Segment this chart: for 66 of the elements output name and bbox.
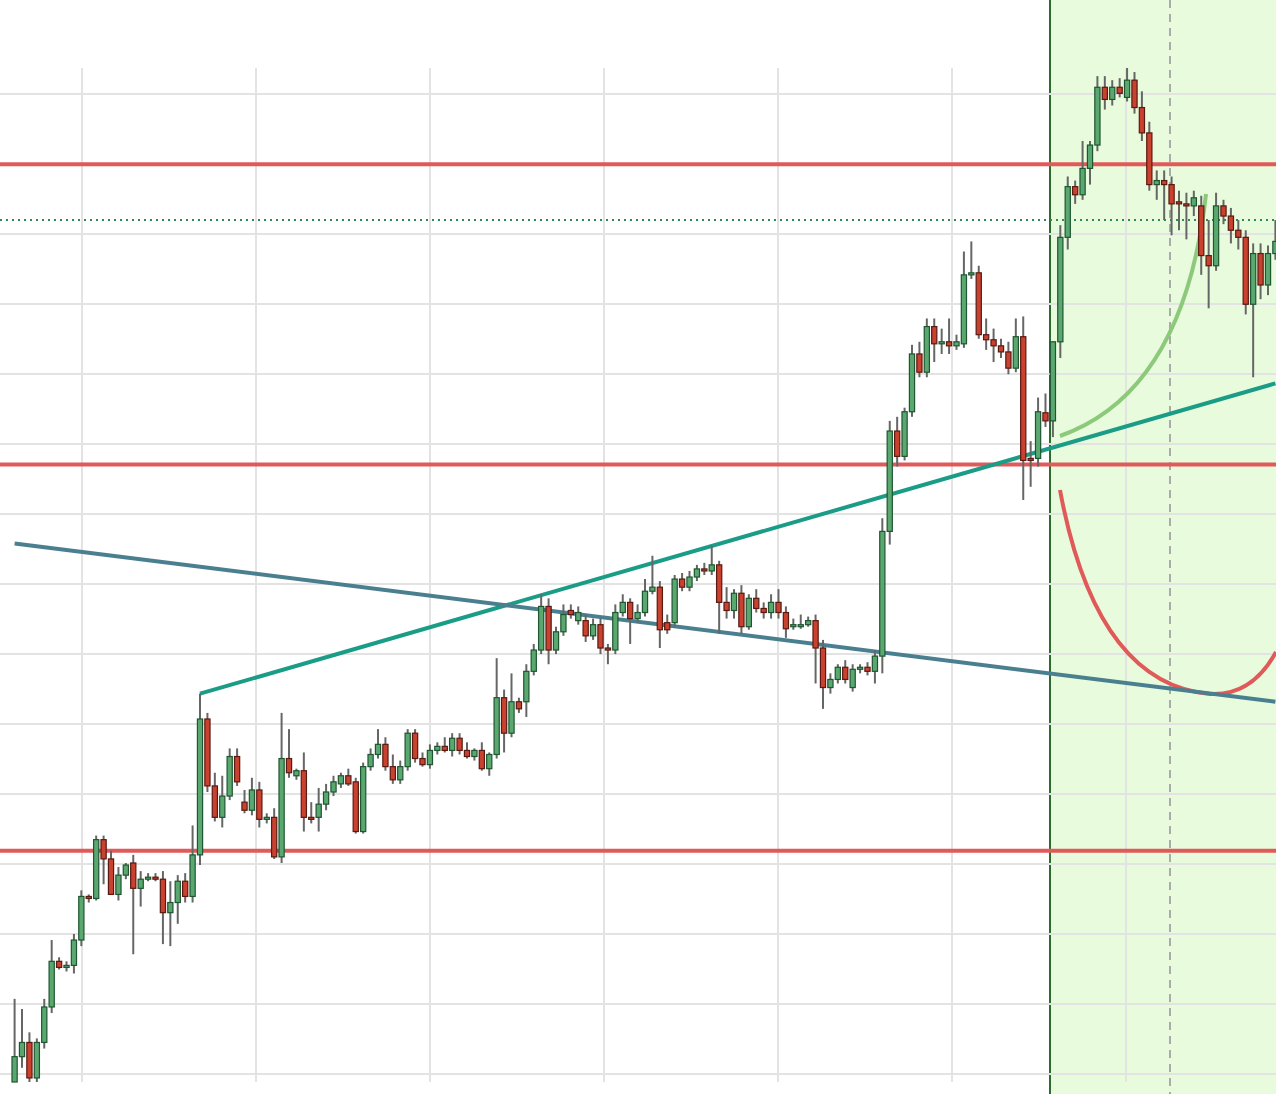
candlestick <box>597 617 604 656</box>
candlestick <box>181 872 189 904</box>
candlestick <box>575 605 582 626</box>
candlestick <box>478 741 486 772</box>
candlestick <box>782 605 790 639</box>
candlestick <box>931 317 938 364</box>
candlestick <box>849 663 856 693</box>
candlestick <box>656 580 664 650</box>
candlestick <box>500 688 508 754</box>
candlestick <box>827 672 834 695</box>
candlestick <box>626 597 634 645</box>
candlestick <box>945 317 953 355</box>
candlestick <box>167 880 174 948</box>
candlestick <box>730 588 738 620</box>
candlestick <box>1012 317 1020 374</box>
candlestick <box>678 571 686 593</box>
candlestick <box>508 672 515 739</box>
candlestick <box>1257 242 1264 301</box>
candlestick <box>1109 79 1116 107</box>
candlestick <box>938 327 945 355</box>
candlestick <box>241 788 248 815</box>
candlestick <box>1101 75 1109 111</box>
candlestick <box>1042 392 1049 428</box>
candlestick <box>285 728 293 779</box>
candlestick <box>270 807 278 860</box>
candlestick <box>767 593 775 620</box>
candlestick <box>315 786 322 833</box>
candlestick <box>582 613 589 643</box>
candlestick <box>411 728 419 764</box>
candlestick <box>159 870 167 946</box>
candlestick <box>753 588 760 614</box>
candlestick <box>1079 140 1086 201</box>
candlestick <box>1071 179 1079 205</box>
candlestick <box>1168 175 1175 237</box>
candlestick <box>545 597 552 666</box>
candlestick <box>1116 77 1123 99</box>
candlestick <box>115 866 122 902</box>
candlestick <box>589 617 597 641</box>
candlestick <box>426 743 434 770</box>
candlestick <box>1005 340 1012 376</box>
candlestick <box>1183 191 1190 241</box>
candlestick <box>300 751 308 833</box>
candlestick <box>1123 67 1131 103</box>
candlestick <box>1153 169 1160 201</box>
candlestick <box>1227 206 1235 245</box>
candlestick <box>745 593 753 631</box>
candlestick <box>686 569 693 593</box>
candlestick <box>174 874 181 925</box>
candlestick <box>130 853 137 956</box>
candlestick <box>448 732 456 758</box>
candlestick <box>1175 189 1183 232</box>
candlestick <box>708 544 715 576</box>
candlestick <box>233 747 241 787</box>
candlestick <box>671 574 678 628</box>
candlestick <box>256 780 263 829</box>
candlestick <box>1160 169 1168 222</box>
candlestick <box>893 415 901 468</box>
candlestick <box>842 659 849 685</box>
candlestick <box>137 870 144 908</box>
candlestick <box>916 340 923 379</box>
candlestick <box>738 584 745 635</box>
candlestick <box>11 997 18 1083</box>
candlestick <box>456 732 463 756</box>
candlestick <box>248 776 256 817</box>
candlestick <box>834 663 842 685</box>
candlestick <box>923 317 931 379</box>
